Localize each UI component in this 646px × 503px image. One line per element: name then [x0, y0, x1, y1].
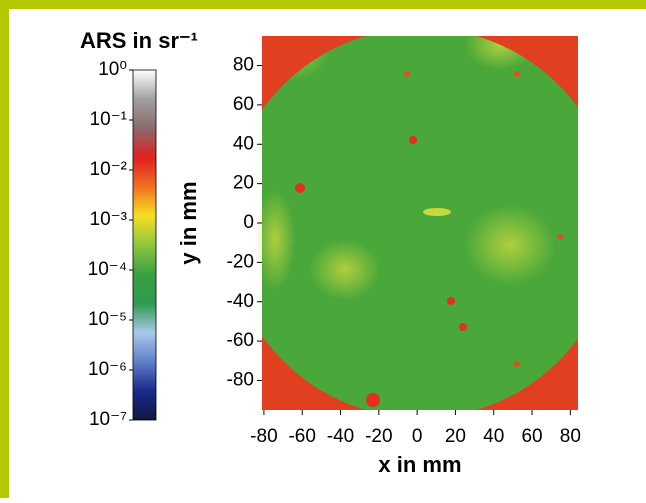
x-tick-label: 20	[445, 426, 466, 447]
colorbar-tick-label: 10⁻²	[90, 159, 128, 180]
x-tick-label: 40	[483, 426, 504, 447]
colorbar-title: ARS in sr⁻¹	[80, 28, 198, 53]
heatmap	[250, 28, 578, 410]
spot	[409, 136, 417, 144]
y-tick-label: -40	[227, 291, 254, 312]
colorbar-tick-label: 10⁻⁷	[89, 409, 127, 430]
glow	[255, 190, 295, 290]
y-tick-label: 80	[233, 55, 254, 76]
spot	[295, 183, 305, 193]
spot	[459, 323, 467, 331]
spot	[514, 71, 520, 77]
spot	[366, 393, 380, 407]
x-tick-label: 60	[521, 426, 542, 447]
colorbar-tick-label: 10⁻³	[90, 209, 128, 230]
colorbar-tick-label: 10⁻⁶	[88, 359, 127, 380]
x-tick-label: 80	[560, 426, 581, 447]
glow	[310, 240, 380, 300]
x-axis-label: x in mm	[378, 452, 461, 477]
y-tick-label: 60	[233, 94, 254, 115]
glow	[465, 205, 555, 285]
x-tick-label: -40	[327, 426, 354, 447]
spot	[557, 234, 563, 240]
x-tick-label: -80	[250, 426, 277, 447]
y-tick-label: 0	[243, 212, 254, 233]
colorbar	[132, 69, 157, 421]
y-tick-label: 20	[233, 173, 254, 194]
y-axis-label: y in mm	[176, 181, 201, 264]
y-tick-label: 40	[233, 133, 254, 154]
x-tick-label: 0	[412, 426, 423, 447]
frame-left	[0, 0, 9, 498]
x-tick-label: -20	[365, 426, 392, 447]
map-body	[250, 28, 578, 410]
y-tick-label: -80	[227, 369, 254, 390]
spot	[404, 71, 410, 77]
y-tick-label: -20	[227, 251, 254, 272]
colorbar-tick-label: 10⁻¹	[90, 109, 128, 130]
y-tick-label: -60	[227, 330, 254, 351]
colorbar-tick-label: 10⁻⁴	[88, 259, 127, 280]
x-tick-label: -60	[288, 426, 315, 447]
colorbar-tick-label: 10⁻⁵	[88, 309, 127, 330]
spot	[514, 361, 520, 367]
spot	[447, 297, 455, 305]
colorbar-tick-label: 10⁰	[98, 59, 127, 80]
frame-top	[0, 0, 646, 9]
spot	[423, 208, 451, 216]
